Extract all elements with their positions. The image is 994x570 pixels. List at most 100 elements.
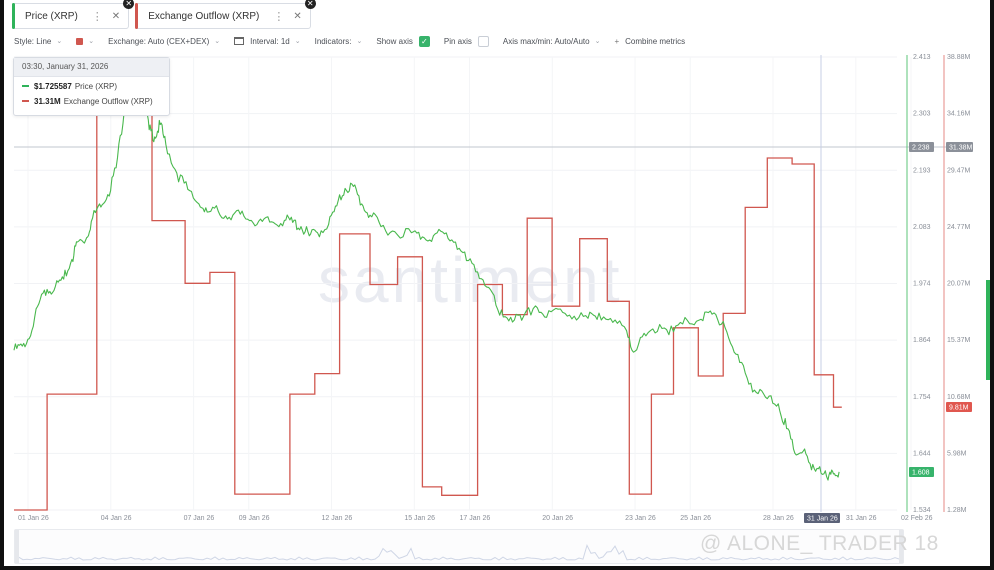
x-tick-label: 07 Jan 26 [184, 515, 215, 522]
show-axis-toggle[interactable]: Show axis ✓ [376, 35, 430, 47]
tooltip-outflow-label: Exchange Outflow (XRP) [63, 96, 153, 106]
indicators-dropdown[interactable]: Indicators: ⌄ [315, 37, 363, 46]
price-tick-label: 1.864 [913, 337, 931, 344]
x-tick-label: 09 Jan 26 [239, 515, 270, 522]
tooltip-outflow-value: 31.31M [34, 96, 61, 106]
combine-metrics-button[interactable]: + Combine metrics [614, 37, 685, 46]
chart-toolbar: Style: Line ⌄ ⌄ Exchange: Auto (CEX+DEX) ⌄… [14, 34, 699, 48]
checkbox-icon[interactable] [477, 35, 489, 47]
navigator-sparkline [14, 544, 904, 561]
x-tick-label: 23 Jan 26 [625, 515, 656, 522]
x-tick-label: 15 Jan 26 [404, 515, 435, 522]
price-tick-label: 2.083 [913, 224, 931, 231]
x-tick-label: 02 Feb 26 [901, 515, 933, 522]
color-swatch [76, 37, 84, 45]
frame-edge-right [990, 0, 994, 570]
indicators-label: Indicators: [314, 36, 352, 46]
exchange-dropdown[interactable]: Exchange: Auto (CEX+DEX) ⌄ [108, 37, 220, 46]
scroll-indicator[interactable] [986, 280, 990, 380]
navigator-band[interactable] [14, 529, 904, 564]
axis-minmax-label: Axis max/min: Auto/Auto [502, 36, 590, 46]
outflow-tick-label: 38.88M [947, 54, 971, 61]
x-tick-label: 20 Jan 26 [542, 515, 573, 522]
chevron-down-icon: ⌄ [214, 38, 221, 45]
outflow-tick-label: 29.47M [947, 167, 971, 174]
outflow-tick-label: 15.37M [947, 337, 971, 344]
color-picker[interactable]: ⌄ [76, 37, 94, 45]
outflow-line [14, 93, 842, 511]
exchange-outflow-series [14, 93, 842, 511]
outflow-tick-label: 1.28M [947, 507, 967, 514]
more-icon[interactable]: ⋮ [273, 10, 284, 23]
outflow-tick-label: 10.68M [947, 394, 971, 401]
santiment-watermark: santiment [318, 244, 622, 316]
credit-watermark: @ ALONE_ TRADER 18 [700, 532, 939, 555]
legend-dash [22, 85, 29, 87]
axis-minmax-dropdown[interactable]: Axis max/min: Auto/Auto ⌄ [503, 37, 601, 46]
tab-price-label: Price (XRP) [25, 10, 78, 22]
outflow-tick-label: 5.98M [947, 450, 967, 457]
x-tick-label: 25 Jan 26 [680, 515, 711, 522]
price-current-tag-bg [909, 467, 934, 477]
tab-exchange-outflow[interactable]: Exchange Outflow (XRP) ⋮ ✕ ✕ [135, 0, 316, 29]
tooltip-price-label: Price (XRP) [74, 81, 118, 91]
price-tick-label: 1.754 [913, 394, 931, 401]
price-current-tag: 1.608 [912, 470, 930, 477]
x-tick-label: 31 Jan 26 [846, 515, 877, 522]
x-tick-label: 17 Jan 26 [460, 515, 491, 522]
x-axis-ticks: 01 Jan 26 04 Jan 26 07 Jan 26 09 Jan 26 12 J… [18, 515, 933, 522]
tab-color-bar [135, 3, 139, 29]
frame-edge-bottom [0, 566, 994, 570]
tooltip-date: 03:30, January 31, 2026 [14, 58, 169, 77]
interval-label: Interval: 1d [250, 36, 290, 46]
tab-price[interactable]: Price (XRP) ⋮ ✕ ✕ [12, 0, 135, 29]
close-icon[interactable]: ✕ [293, 10, 302, 22]
chart-tooltip: 03:30, January 31, 2026 $1.725587 Price … [13, 57, 170, 116]
crosshair-date-tag-bg [804, 513, 840, 523]
pin-axis-label: Pin axis [443, 36, 472, 46]
outflow-tick-label: 24.77M [947, 224, 971, 231]
price-crosshair-tag: 2.238 [912, 145, 930, 152]
remove-icon[interactable]: ✕ [304, 0, 316, 9]
metric-tabs: Price (XRP) ⋮ ✕ ✕ Exchange Outflow (XRP)… [12, 0, 316, 29]
price-axis-ticks: 2.413 2.303 2.193 2.083 1.974 1.864 1.754 1.644… [913, 54, 931, 514]
checkbox-checked-icon[interactable]: ✓ [418, 35, 430, 47]
x-tick-label: 12 Jan 26 [322, 515, 353, 522]
tab-color-bar [12, 3, 15, 29]
price-tick-label: 1.534 [913, 507, 931, 514]
outflow-crosshair-tag-bg [946, 142, 973, 152]
x-tick-label: 28 Jan 26 [763, 515, 794, 522]
price-tick-label: 1.974 [913, 281, 931, 288]
plus-icon: + [614, 36, 620, 46]
exchange-label: Exchange: Auto (CEX+DEX) [108, 36, 210, 46]
style-label: Style: Line [14, 36, 52, 46]
outflow-tick-label: 20.07M [947, 281, 971, 288]
outflow-current-tag: 9.81M [949, 405, 969, 412]
crosshair-date-tag: 31 Jan 26 [807, 516, 838, 523]
style-dropdown[interactable]: Style: Line ⌄ [14, 37, 62, 46]
chevron-down-icon: ⌄ [356, 38, 363, 45]
close-icon[interactable]: ✕ [111, 10, 121, 22]
chevron-down-icon: ⌄ [88, 38, 95, 45]
price-tick-label: 2.193 [913, 167, 931, 174]
combine-label: Combine metrics [625, 36, 686, 46]
frame-edge-left [0, 0, 4, 570]
x-tick-label: 04 Jan 26 [101, 515, 132, 522]
chevron-down-icon: ⌄ [294, 38, 301, 45]
tooltip-outflow-row: 31.31M Exchange Outflow (XRP) [14, 95, 169, 107]
tooltip-price-row: $1.725587 Price (XRP) [14, 80, 169, 92]
remove-icon[interactable]: ✕ [123, 0, 135, 9]
price-tick-label: 2.303 [913, 111, 931, 118]
more-icon[interactable]: ⋮ [91, 10, 103, 23]
price-tick-label: 1.644 [913, 450, 931, 457]
navigator-right-handle[interactable] [899, 530, 903, 563]
tooltip-price-value: $1.725587 [34, 81, 72, 91]
navigator-left-handle[interactable] [15, 530, 19, 563]
outflow-current-tag-bg [946, 402, 972, 412]
chevron-down-icon: ⌄ [594, 38, 601, 45]
pin-axis-toggle[interactable]: Pin axis [443, 35, 489, 47]
interval-dropdown[interactable]: Interval: 1d ⌄ [234, 36, 301, 46]
outflow-axis-ticks: 38.88M 34.16M 29.47M 24.77M 20.07M 15.37M 10.6… [947, 54, 971, 514]
x-tick-label: 01 Jan 26 [18, 515, 49, 522]
